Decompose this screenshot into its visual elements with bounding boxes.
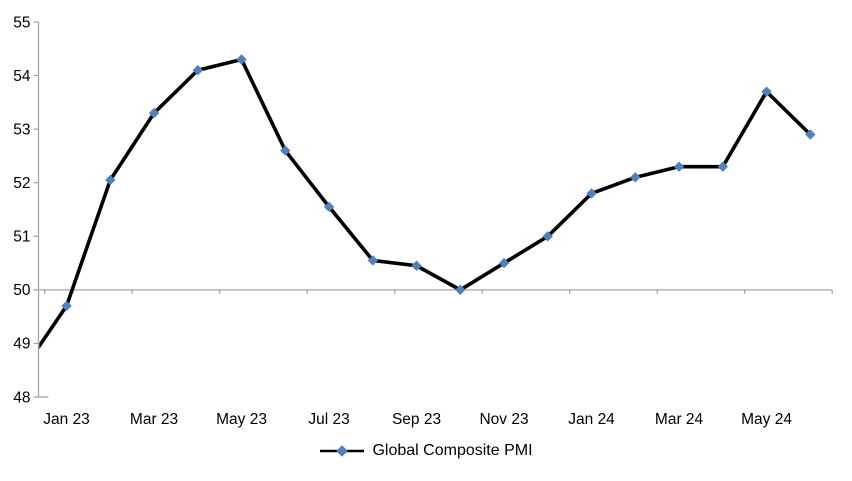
data-point-marker: [367, 255, 378, 266]
y-tick-label: 53: [13, 121, 30, 138]
data-point-marker: [411, 260, 422, 271]
x-tick-label: Jan 24: [568, 411, 615, 428]
data-point-marker: [455, 284, 466, 296]
x-tick-label: Mar 24: [655, 411, 704, 428]
y-tick-label: 51: [13, 229, 30, 246]
y-tick-label: 55: [13, 14, 30, 31]
x-tick-label: Sep 23: [392, 411, 441, 428]
x-tick-label: May 24: [741, 411, 792, 428]
data-point-marker: [717, 161, 728, 172]
data-point-marker: [586, 188, 597, 199]
x-tick-label: Jan 23: [43, 411, 90, 428]
data-point-marker: [323, 201, 335, 213]
data-point-marker: [630, 172, 641, 183]
data-point-marker: [61, 300, 72, 312]
data-point-marker: [542, 231, 553, 242]
data-point-marker: [148, 107, 160, 119]
data-point-marker: [761, 86, 772, 97]
y-tick-label: 52: [13, 175, 30, 192]
series-group: [18, 54, 816, 375]
legend-label: Global Composite PMI: [372, 442, 533, 459]
x-tick-label: May 23: [216, 411, 267, 428]
pmi-series-line: [39, 57, 812, 350]
y-tick-label: 48: [13, 389, 30, 406]
legend-diamond-marker-icon: [336, 445, 349, 457]
x-tick-label: Mar 23: [130, 411, 178, 428]
legend-line-marker-sample: [320, 445, 365, 457]
data-point-marker: [192, 65, 203, 76]
x-tick-label: Jul 23: [308, 411, 349, 428]
data-point-marker: [236, 54, 247, 65]
data-point-marker: [18, 365, 28, 375]
data-point-marker: [673, 161, 685, 172]
x-tick-label: Nov 23: [479, 411, 528, 428]
y-tick-label: 50: [13, 282, 31, 299]
data-point-marker: [498, 257, 510, 269]
data-point-marker: [805, 129, 816, 140]
data-point-marker: [280, 145, 291, 156]
y-tick-label: 49: [13, 336, 30, 353]
y-tick-label: 54: [13, 68, 31, 85]
data-point-marker: [105, 174, 116, 186]
chart-legend: Global Composite PMI: [0, 440, 852, 462]
